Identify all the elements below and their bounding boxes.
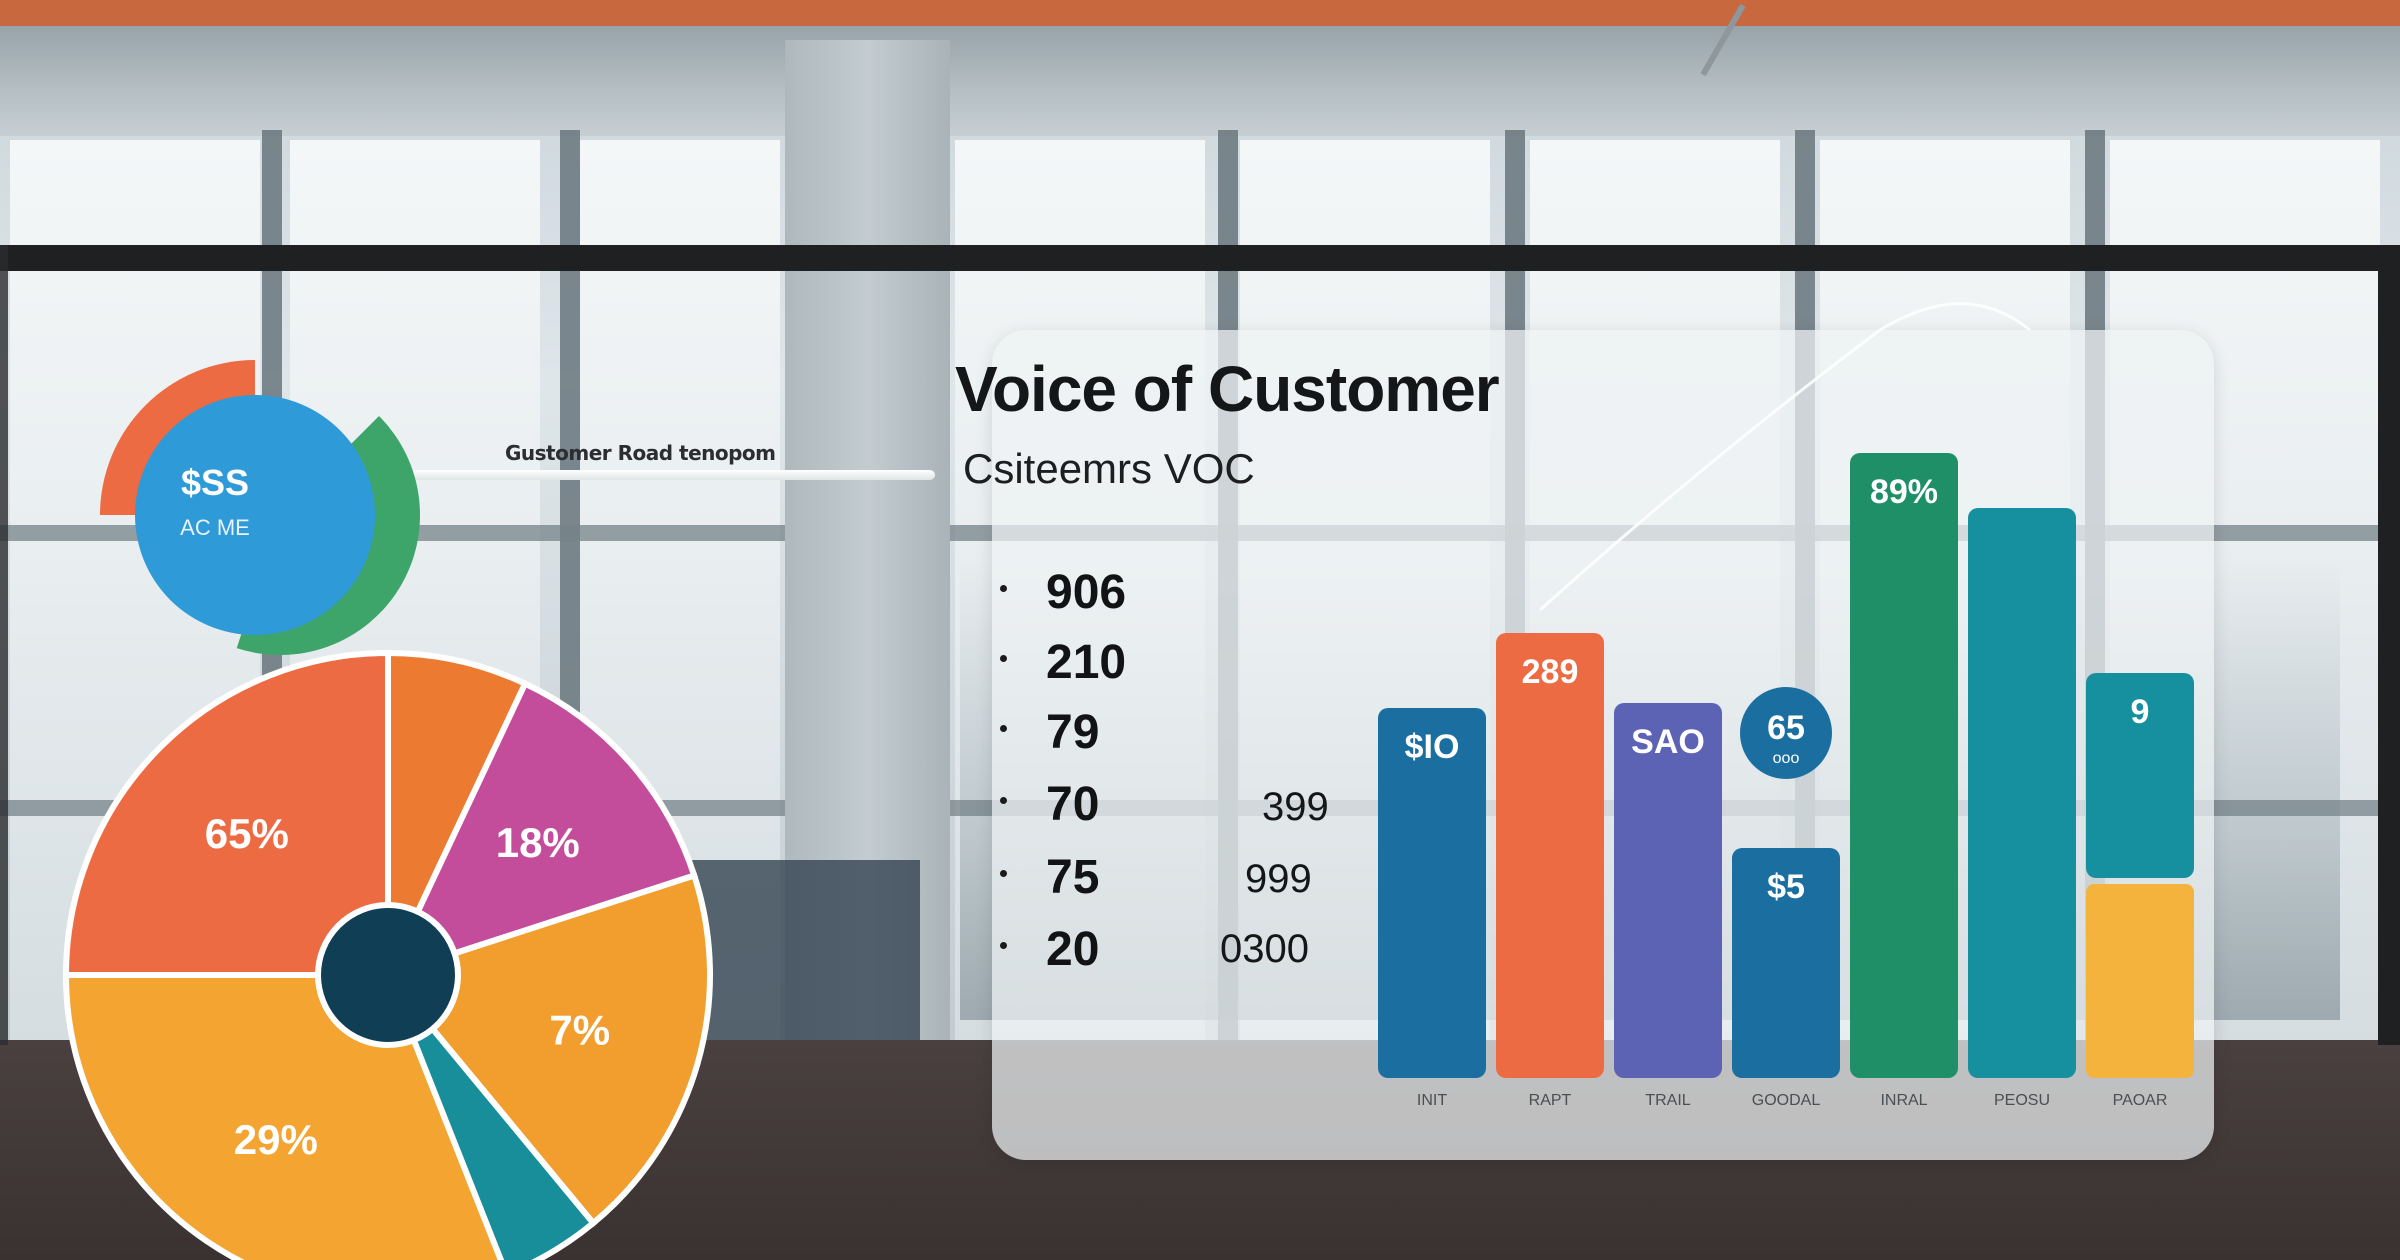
bar [1378,708,1486,1078]
bar-badge-sublabel: ooo [1773,750,1800,767]
kpi-value: 210 [1046,636,1127,689]
kpi-value: 906 [1046,566,1127,619]
screen-frame-right [2378,245,2400,1045]
bar-label: 89% [1870,473,1938,511]
category-label: INRAL [1880,1092,1927,1109]
bar [2086,673,2194,878]
bar-segment [2086,884,2194,1078]
bar-chart: $IO INIT 289 RAPT SAO TRAIL $5 GOODAL 89% INRAL PE… [1378,453,2194,1109]
bar [1850,453,1958,1078]
bar [1732,848,1840,1078]
pie-slice [385,649,530,977]
pie-center [315,902,461,1048]
kpi-value: 79 [1046,706,1100,759]
small-donut-chart: $SS AC ME [100,360,420,655]
category-label: PEOSU [1994,1092,2050,1109]
side-value: 0300 [1220,927,1309,971]
main-pie-chart: 65% 18% 7% 29% [62,649,713,1260]
bar-label: 9 [2131,693,2150,731]
bullet-icon [1000,870,1007,877]
bar [1614,703,1722,1078]
side-value: 999 [1245,857,1312,901]
pie-slice [385,973,598,1260]
donut-slice [135,395,375,635]
chart-caption: Gustomer Road tenopom [505,441,776,465]
bullet-icon [1000,797,1007,804]
kpi-value: 75 [1046,851,1100,904]
category-label: PAOAR [2113,1092,2168,1109]
pie-slice-label: 65% [205,810,289,857]
pie-slice-label: 29% [234,1116,318,1163]
bar [1968,508,2076,1078]
side-value: 399 [1262,785,1329,829]
category-label: INIT [1417,1092,1447,1109]
pie-slice [382,871,713,1228]
bar [1496,633,1604,1078]
caption-underline [355,470,935,480]
bullet-icon [1000,655,1007,662]
category-label: TRAIL [1645,1092,1690,1109]
bar-label: $5 [1767,868,1805,906]
bullet-icon [1000,725,1007,732]
donut-center-sublabel: AC ME [180,515,250,540]
bar-badge-label: 65 [1767,709,1805,747]
bullet-icon [1000,585,1007,592]
pie-slice [62,649,391,978]
page-subtitle: Csiteemrs VOC [963,445,1255,492]
pie-slice-label: 7% [549,1007,610,1054]
screen-frame-left [0,245,8,1045]
ceiling-trim [0,26,2400,136]
bar-label: $IO [1405,728,1460,766]
category-label: RAPT [1529,1092,1572,1109]
bar-badge [1740,687,1832,779]
category-label: GOODAL [1752,1092,1821,1109]
trend-line [1538,302,2031,612]
page-title: Voice of Customer [955,353,1500,425]
pie-slice [382,679,699,980]
bar-label: 289 [1522,653,1579,691]
kpi-value: 70 [1046,778,1100,831]
bar-label: SAO [1631,723,1705,761]
ceiling [0,0,2400,26]
bullet-icon [1000,942,1007,949]
screen-frame-top [0,245,2400,271]
pie-slice-label: 18% [496,819,580,866]
kpi-value: 20 [1046,923,1100,976]
donut-center-label: $SS [181,462,249,503]
